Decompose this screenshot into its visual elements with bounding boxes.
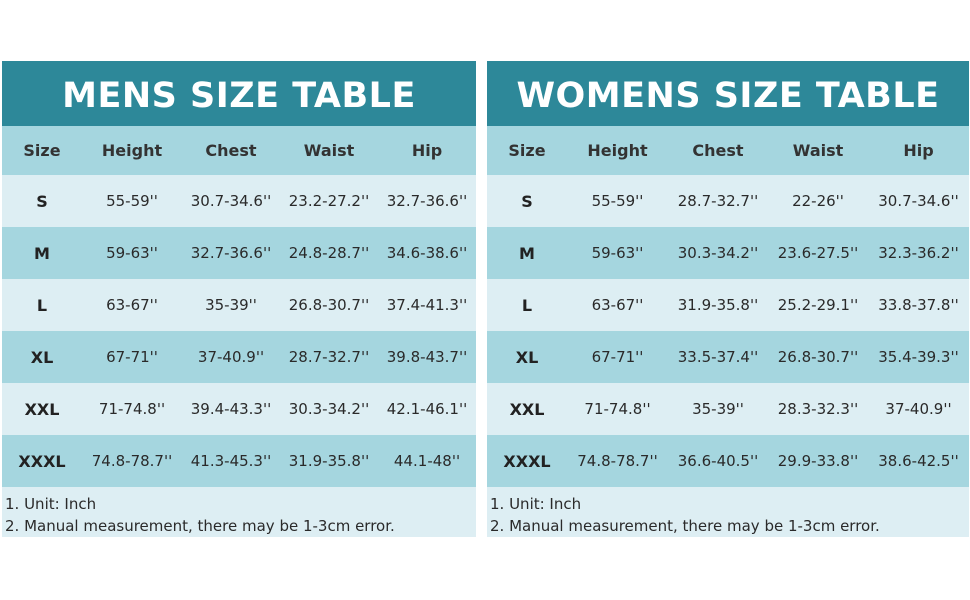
size-cell: S	[2, 175, 82, 227]
waist-cell: 31.9-35.8''	[280, 435, 378, 487]
chest-cell: 30.3-34.2''	[668, 227, 768, 279]
waist-cell: 28.3-32.3''	[768, 383, 868, 435]
womens-notes: 1. Unit: Inch 2. Manual measurement, the…	[487, 487, 969, 537]
size-cell: XXL	[487, 383, 567, 435]
waist-cell: 25.2-29.1''	[768, 279, 868, 331]
womens-size-table: Size Height Chest Waist Hip S 55-59'' 28…	[487, 126, 969, 487]
womens-table-title: WOMENS SIZE TABLE	[487, 61, 969, 126]
height-cell: 74.8-78.7''	[82, 435, 182, 487]
height-cell: 55-59''	[82, 175, 182, 227]
table-row: M 59-63'' 30.3-34.2'' 23.6-27.5'' 32.3-3…	[487, 227, 969, 279]
size-cell: XXL	[2, 383, 82, 435]
table-row: XXXL 74.8-78.7'' 36.6-40.5'' 29.9-33.8''…	[487, 435, 969, 487]
hip-cell: 34.6-38.6''	[378, 227, 476, 279]
size-cell: L	[487, 279, 567, 331]
table-row: S 55-59'' 30.7-34.6'' 23.2-27.2'' 32.7-3…	[2, 175, 476, 227]
hip-cell: 42.1-46.1''	[378, 383, 476, 435]
size-cell: XXXL	[487, 435, 567, 487]
height-cell: 67-71''	[567, 331, 668, 383]
chest-cell: 31.9-35.8''	[668, 279, 768, 331]
waist-cell: 29.9-33.8''	[768, 435, 868, 487]
table-row: XXXL 74.8-78.7'' 41.3-45.3'' 31.9-35.8''…	[2, 435, 476, 487]
chest-cell: 39.4-43.3''	[182, 383, 280, 435]
waist-cell: 23.2-27.2''	[280, 175, 378, 227]
table-row: M 59-63'' 32.7-36.6'' 24.8-28.7'' 34.6-3…	[2, 227, 476, 279]
height-cell: 63-67''	[567, 279, 668, 331]
table-row: L 63-67'' 31.9-35.8'' 25.2-29.1'' 33.8-3…	[487, 279, 969, 331]
waist-cell: 23.6-27.5''	[768, 227, 868, 279]
womens-header-height: Height	[567, 126, 668, 175]
table-row: XL 67-71'' 33.5-37.4'' 26.8-30.7'' 35.4-…	[487, 331, 969, 383]
hip-cell: 35.4-39.3''	[868, 331, 969, 383]
note-unit: 1. Unit: Inch	[490, 495, 582, 513]
table-row: XL 67-71'' 37-40.9'' 28.7-32.7'' 39.8-43…	[2, 331, 476, 383]
height-cell: 71-74.8''	[567, 383, 668, 435]
table-row: L 63-67'' 35-39'' 26.8-30.7'' 37.4-41.3'…	[2, 279, 476, 331]
table-row: XXL 71-74.8'' 39.4-43.3'' 30.3-34.2'' 42…	[2, 383, 476, 435]
mens-header-size: Size	[2, 126, 82, 175]
waist-cell: 26.8-30.7''	[768, 331, 868, 383]
size-cell: XL	[2, 331, 82, 383]
hip-cell: 32.7-36.6''	[378, 175, 476, 227]
height-cell: 59-63''	[82, 227, 182, 279]
chest-cell: 33.5-37.4''	[668, 331, 768, 383]
hip-cell: 33.8-37.8''	[868, 279, 969, 331]
waist-cell: 24.8-28.7''	[280, 227, 378, 279]
height-cell: 71-74.8''	[82, 383, 182, 435]
womens-header-size: Size	[487, 126, 567, 175]
waist-cell: 22-26''	[768, 175, 868, 227]
womens-size-table-panel: WOMENS SIZE TABLE Size Height Chest Wais…	[487, 61, 969, 537]
table-row: S 55-59'' 28.7-32.7'' 22-26'' 30.7-34.6'…	[487, 175, 969, 227]
hip-cell: 39.8-43.7''	[378, 331, 476, 383]
chest-cell: 41.3-45.3''	[182, 435, 280, 487]
chest-cell: 28.7-32.7''	[668, 175, 768, 227]
hip-cell: 44.1-48''	[378, 435, 476, 487]
mens-header-row: Size Height Chest Waist Hip	[2, 126, 476, 175]
chest-cell: 30.7-34.6''	[182, 175, 280, 227]
womens-header-row: Size Height Chest Waist Hip	[487, 126, 969, 175]
mens-size-table-panel: MENS SIZE TABLE Size Height Chest Waist …	[2, 61, 476, 537]
chest-cell: 36.6-40.5''	[668, 435, 768, 487]
height-cell: 74.8-78.7''	[567, 435, 668, 487]
chest-cell: 35-39''	[182, 279, 280, 331]
size-cell: M	[487, 227, 567, 279]
note-measurement: 2. Manual measurement, there may be 1-3c…	[490, 517, 880, 535]
chest-cell: 32.7-36.6''	[182, 227, 280, 279]
womens-header-waist: Waist	[768, 126, 868, 175]
height-cell: 67-71''	[82, 331, 182, 383]
size-cell: XL	[487, 331, 567, 383]
size-cell: XXXL	[2, 435, 82, 487]
hip-cell: 30.7-34.6''	[868, 175, 969, 227]
chest-cell: 35-39''	[668, 383, 768, 435]
table-row: XXL 71-74.8'' 35-39'' 28.3-32.3'' 37-40.…	[487, 383, 969, 435]
mens-header-height: Height	[82, 126, 182, 175]
chest-cell: 37-40.9''	[182, 331, 280, 383]
hip-cell: 38.6-42.5''	[868, 435, 969, 487]
waist-cell: 28.7-32.7''	[280, 331, 378, 383]
hip-cell: 32.3-36.2''	[868, 227, 969, 279]
size-cell: S	[487, 175, 567, 227]
hip-cell: 37-40.9''	[868, 383, 969, 435]
note-measurement: 2. Manual measurement, there may be 1-3c…	[5, 517, 395, 535]
size-cell: L	[2, 279, 82, 331]
size-cell: M	[2, 227, 82, 279]
hip-cell: 37.4-41.3''	[378, 279, 476, 331]
mens-header-hip: Hip	[378, 126, 476, 175]
waist-cell: 30.3-34.2''	[280, 383, 378, 435]
mens-table-title: MENS SIZE TABLE	[2, 61, 476, 126]
height-cell: 59-63''	[567, 227, 668, 279]
height-cell: 55-59''	[567, 175, 668, 227]
mens-header-chest: Chest	[182, 126, 280, 175]
waist-cell: 26.8-30.7''	[280, 279, 378, 331]
mens-header-waist: Waist	[280, 126, 378, 175]
womens-header-chest: Chest	[668, 126, 768, 175]
note-unit: 1. Unit: Inch	[5, 495, 97, 513]
height-cell: 63-67''	[82, 279, 182, 331]
mens-notes: 1. Unit: Inch 2. Manual measurement, the…	[2, 487, 476, 537]
womens-header-hip: Hip	[868, 126, 969, 175]
mens-size-table: Size Height Chest Waist Hip S 55-59'' 30…	[2, 126, 476, 487]
